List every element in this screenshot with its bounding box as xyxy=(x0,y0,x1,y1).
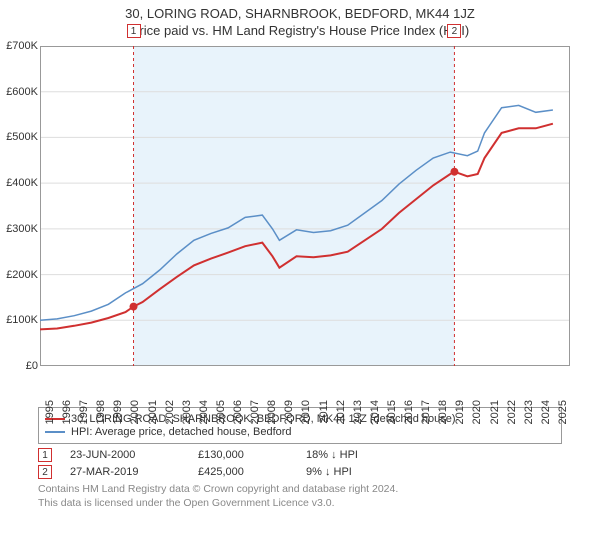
x-tick-label: 2011 xyxy=(318,400,330,424)
legend-swatch xyxy=(45,431,65,433)
x-tick-label: 2022 xyxy=(506,400,518,424)
x-tick-label: 2001 xyxy=(147,400,159,424)
y-tick-label: £0 xyxy=(0,360,38,372)
x-tick-label: 2012 xyxy=(335,400,347,424)
x-tick-label: 2021 xyxy=(489,400,501,424)
footer: Contains HM Land Registry data © Crown c… xyxy=(38,483,562,510)
x-tick-label: 1995 xyxy=(44,400,56,424)
x-tick-label: 2004 xyxy=(198,400,210,424)
title-block: 30, LORING ROAD, SHARNBROOK, BEDFORD, MK… xyxy=(0,0,600,40)
transaction-delta: 18% ↓ HPI xyxy=(306,449,358,461)
x-tick-label: 2023 xyxy=(523,400,535,424)
marker-box-1: 1 xyxy=(127,24,141,38)
chart-area: 12 £0£100K£200K£300K£400K£500K£600K£700K… xyxy=(40,46,600,401)
x-tick-label: 2007 xyxy=(249,400,261,424)
x-tick-label: 1999 xyxy=(112,400,124,424)
y-tick-label: £300K xyxy=(0,223,38,235)
x-tick-label: 2020 xyxy=(471,400,483,424)
x-tick-label: 2008 xyxy=(266,400,278,424)
legend-row: HPI: Average price, detached house, Bedf… xyxy=(45,426,555,438)
footer-line1: Contains HM Land Registry data © Crown c… xyxy=(38,483,562,497)
x-tick-label: 2018 xyxy=(437,400,449,424)
transaction-row: 1 23-JUN-2000 £130,000 18% ↓ HPI xyxy=(38,448,562,462)
x-tick-label: 2005 xyxy=(215,400,227,424)
transaction-price: £130,000 xyxy=(198,449,288,461)
transaction-date: 23-JUN-2000 xyxy=(70,449,180,461)
x-tick-label: 2019 xyxy=(454,400,466,424)
chart-title: 30, LORING ROAD, SHARNBROOK, BEDFORD, MK… xyxy=(0,6,600,21)
marker-box-2: 2 xyxy=(447,24,461,38)
x-tick-label: 1997 xyxy=(78,400,90,424)
x-tick-label: 2017 xyxy=(420,400,432,424)
x-tick-label: 2009 xyxy=(283,400,295,424)
x-tick-label: 1996 xyxy=(61,400,73,424)
x-tick-label: 2006 xyxy=(232,400,244,424)
x-tick-label: 2002 xyxy=(164,400,176,424)
x-tick-label: 1998 xyxy=(95,400,107,424)
y-tick-label: £500K xyxy=(0,131,38,143)
transaction-date: 27-MAR-2019 xyxy=(70,466,180,478)
x-tick-label: 2014 xyxy=(369,400,381,424)
transaction-marker: 1 xyxy=(38,448,52,462)
x-tick-label: 2024 xyxy=(540,400,552,424)
x-tick-label: 2016 xyxy=(403,400,415,424)
x-tick-label: 2015 xyxy=(386,400,398,424)
y-tick-label: £400K xyxy=(0,177,38,189)
x-tick-label: 2000 xyxy=(129,400,141,424)
transaction-marker: 2 xyxy=(38,465,52,479)
transaction-price: £425,000 xyxy=(198,466,288,478)
x-tick-label: 2013 xyxy=(352,400,364,424)
transaction-delta: 9% ↓ HPI xyxy=(306,466,352,478)
y-tick-label: £100K xyxy=(0,314,38,326)
chart-subtitle: Price paid vs. HM Land Registry's House … xyxy=(0,23,600,38)
transactions-table: 1 23-JUN-2000 £130,000 18% ↓ HPI 2 27-MAR-201… xyxy=(38,448,562,479)
plot-svg xyxy=(40,46,570,366)
x-tick-label: 2003 xyxy=(181,400,193,424)
x-tick-label: 2010 xyxy=(300,400,312,424)
footer-line2: This data is licensed under the Open Gov… xyxy=(38,497,562,511)
legend-label: HPI: Average price, detached house, Bedf… xyxy=(71,426,292,438)
plot-area: 12 xyxy=(40,46,570,366)
y-tick-label: £600K xyxy=(0,86,38,98)
transaction-row: 2 27-MAR-2019 £425,000 9% ↓ HPI xyxy=(38,465,562,479)
y-tick-label: £700K xyxy=(0,40,38,52)
x-tick-label: 2025 xyxy=(557,400,569,424)
y-tick-label: £200K xyxy=(0,269,38,281)
